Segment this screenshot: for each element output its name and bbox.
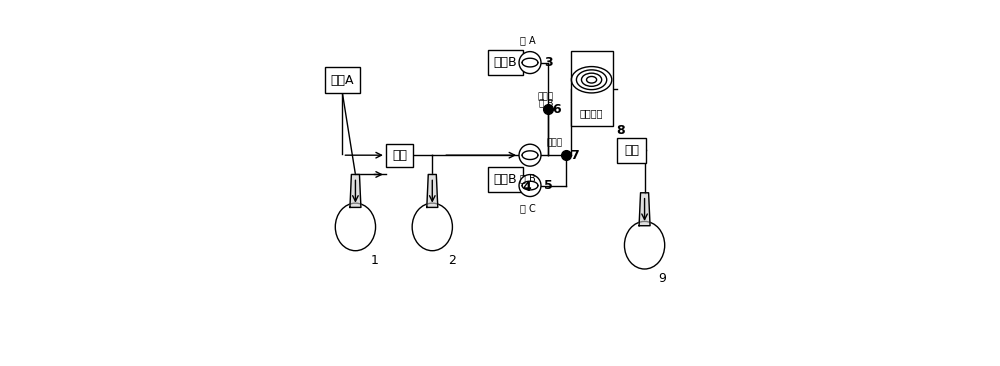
- Text: 7: 7: [570, 149, 579, 162]
- Bar: [488, 50, 523, 75]
- Text: 泵 B: 泵 B: [520, 173, 536, 183]
- Text: 微反应器: 微反应器: [580, 108, 603, 118]
- Text: 1: 1: [371, 254, 379, 266]
- Text: 泵 C: 泵 C: [520, 203, 536, 213]
- Bar: [617, 138, 646, 163]
- Text: 混合器: 混合器: [538, 92, 554, 101]
- Text: 原料A: 原料A: [331, 74, 354, 87]
- Text: 6: 6: [552, 102, 561, 116]
- Text: 8: 8: [616, 124, 625, 137]
- Bar: [488, 167, 523, 192]
- Text: 泵 A: 泵 A: [520, 35, 536, 45]
- Bar: [325, 67, 360, 93]
- Ellipse shape: [335, 203, 376, 251]
- Polygon shape: [350, 175, 361, 208]
- Text: 产物: 产物: [624, 144, 639, 157]
- Text: 原料B: 原料B: [494, 56, 517, 69]
- Text: 4: 4: [522, 181, 531, 194]
- Text: 2: 2: [448, 254, 456, 266]
- Ellipse shape: [412, 203, 452, 251]
- Circle shape: [519, 52, 541, 74]
- Bar: [571, 51, 613, 126]
- Text: 9: 9: [658, 272, 666, 285]
- Text: 原料B: 原料B: [494, 173, 517, 186]
- Text: 5: 5: [544, 179, 553, 192]
- Text: 混合器: 混合器: [547, 138, 563, 147]
- Circle shape: [519, 175, 541, 197]
- Ellipse shape: [624, 221, 665, 269]
- Text: 过滤: 过滤: [392, 149, 407, 162]
- Text: 泵 B: 泵 B: [539, 98, 553, 107]
- Polygon shape: [427, 175, 438, 208]
- Text: 3: 3: [544, 56, 553, 69]
- Bar: [386, 144, 413, 167]
- Circle shape: [519, 144, 541, 166]
- Polygon shape: [639, 193, 650, 226]
